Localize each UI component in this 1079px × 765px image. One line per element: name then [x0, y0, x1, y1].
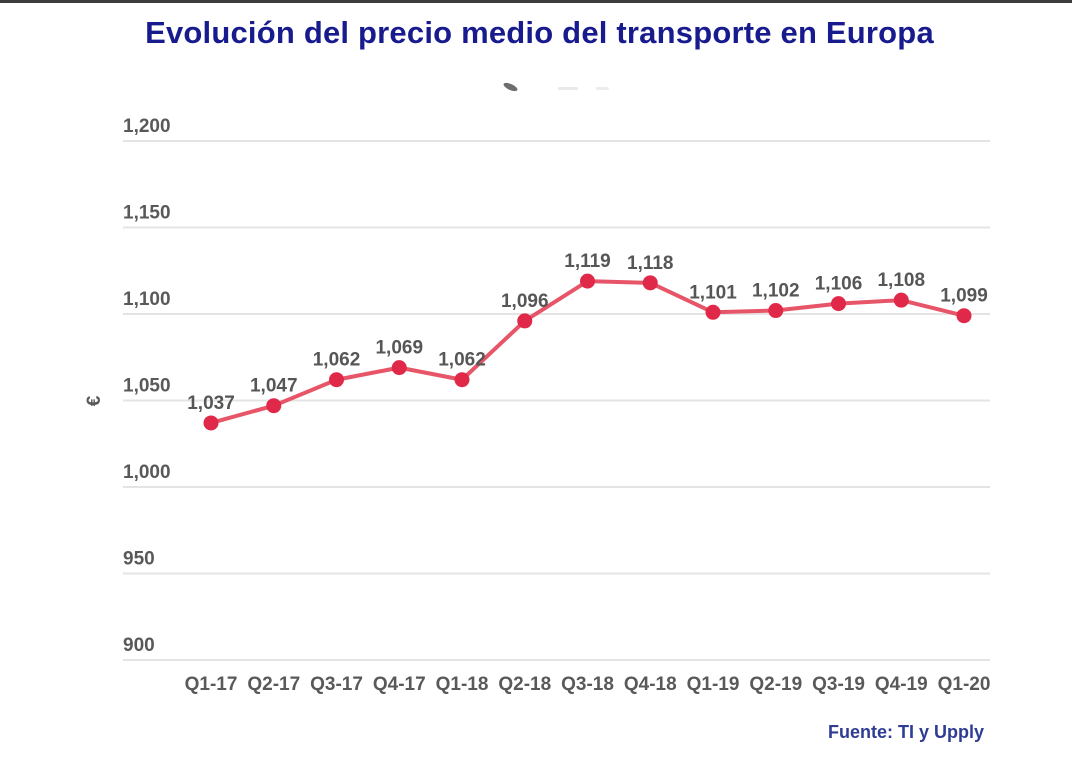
- x-tick-label: Q3-18: [561, 674, 614, 695]
- x-tick-label: Q4-18: [624, 674, 677, 695]
- y-tick-label: 1,200: [123, 116, 171, 137]
- y-tick-label: 1,050: [123, 376, 171, 397]
- data-point-label: 1,118: [627, 253, 674, 274]
- data-point-marker: [893, 292, 909, 308]
- data-point-label: 1,062: [313, 350, 361, 371]
- data-point-label: 1,099: [940, 286, 988, 307]
- x-tick-label: Q3-19: [812, 674, 865, 695]
- data-points: 1,037 1,047 1,062 1,069 1,062 1,096 1,119 1,118…: [187, 251, 988, 431]
- x-tick-label: Q1-19: [687, 674, 740, 695]
- x-tick-label: Q1-20: [938, 674, 991, 695]
- y-axis-title: €: [84, 395, 105, 406]
- data-point-label: 1,101: [689, 282, 737, 303]
- data-point-label: 1,106: [815, 274, 863, 295]
- top-border-line: [0, 0, 1072, 3]
- source-caption: Fuente: TI y Upply: [827, 722, 984, 742]
- x-tick-label: Q1-18: [436, 674, 489, 695]
- x-tick-label: Q1-17: [185, 674, 238, 695]
- x-tick-labels: Q1-17 Q2-17 Q3-17 Q4-17 Q1-18 Q2-18 Q3-18 Q4-18…: [185, 674, 991, 695]
- y-tick-label: 950: [123, 549, 155, 570]
- data-point-label: 1,119: [564, 251, 611, 272]
- data-point-marker: [517, 313, 533, 329]
- data-point-label: 1,047: [250, 376, 298, 397]
- data-point-marker: [454, 372, 470, 388]
- y-tick-label: 900: [123, 635, 155, 656]
- data-point-marker: [956, 308, 972, 324]
- gridlines-and-yticks: 900 950 1,000 1,050 1,100 1,150 1,200: [123, 116, 990, 661]
- data-point-marker: [580, 273, 595, 289]
- data-point-marker: [266, 398, 282, 414]
- y-tick-label: 1,000: [123, 462, 171, 483]
- data-point-label: 1,062: [438, 350, 486, 371]
- x-tick-label: Q2-17: [247, 674, 300, 695]
- y-tick-label: 1,150: [123, 203, 171, 224]
- data-point-label: 1,069: [375, 338, 423, 359]
- data-point-marker: [705, 304, 721, 320]
- data-point-label: 1,102: [752, 281, 800, 302]
- x-tick-label: Q4-17: [373, 674, 426, 695]
- data-point-marker: [831, 296, 846, 312]
- x-tick-label: Q2-19: [749, 674, 802, 695]
- x-tick-label: Q3-17: [310, 674, 363, 695]
- chart-title: Evolución del precio medio del transport…: [145, 15, 934, 50]
- y-tick-label: 1,100: [123, 289, 171, 310]
- data-point-marker: [642, 275, 658, 291]
- data-point-marker: [203, 415, 219, 431]
- x-tick-label: Q4-19: [875, 674, 928, 695]
- data-point-marker: [329, 372, 344, 388]
- data-point-label: 1,096: [501, 291, 549, 312]
- data-point-marker: [391, 360, 407, 376]
- artifact-faint-mark: [596, 87, 609, 90]
- artifact-faint-mark: [558, 87, 578, 90]
- data-point-label: 1,108: [877, 270, 925, 291]
- x-tick-label: Q2-18: [498, 674, 551, 695]
- data-point-label: 1,037: [187, 393, 235, 414]
- data-point-marker: [768, 303, 784, 319]
